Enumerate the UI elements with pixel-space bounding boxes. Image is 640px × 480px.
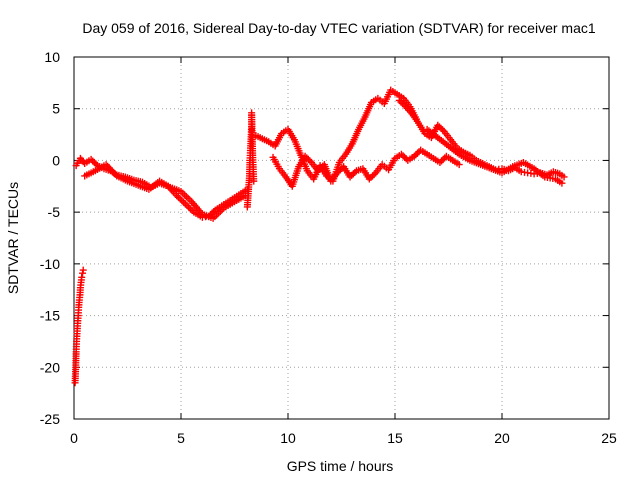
data-point <box>110 169 118 177</box>
data-point <box>434 121 442 129</box>
y-tick-label: -5 <box>48 204 61 220</box>
data-points <box>71 86 568 387</box>
data-point <box>104 162 112 170</box>
data-point <box>558 179 566 187</box>
grid-lines <box>74 57 609 419</box>
data-point <box>437 124 445 132</box>
data-point <box>370 170 378 178</box>
chart-title: Day 059 of 2016, Sidereal Day-to-day VTE… <box>82 20 595 36</box>
y-axis-ticks: 10 5 0 -5 -10 -15 -20 -25 <box>40 49 609 427</box>
data-point <box>335 167 343 175</box>
data-point <box>78 273 86 281</box>
y-tick-label: -10 <box>40 256 60 272</box>
data-point <box>314 167 322 175</box>
data-point <box>79 266 87 274</box>
x-tick-label: 0 <box>70 430 78 446</box>
data-point <box>435 123 443 131</box>
data-point <box>397 98 405 106</box>
data-point <box>348 171 356 179</box>
y-tick-label: -15 <box>40 308 60 324</box>
x-tick-label: 25 <box>601 430 617 446</box>
data-point <box>369 172 377 180</box>
data-point <box>439 126 447 134</box>
series-track-b <box>81 161 249 222</box>
data-point <box>349 170 357 178</box>
data-point <box>102 161 110 169</box>
x-tick-label: 15 <box>387 430 403 446</box>
data-point <box>401 153 409 161</box>
data-point <box>560 173 568 181</box>
y-axis-label: SDTVAR / TECUs <box>5 182 21 294</box>
data-point <box>398 100 406 108</box>
x-axis-ticks: 0 5 10 15 20 25 <box>70 57 617 446</box>
data-point <box>316 165 324 173</box>
data-point <box>367 173 375 181</box>
data-point <box>412 151 420 159</box>
data-point <box>108 167 116 175</box>
data-point <box>399 152 407 160</box>
y-tick-label: 10 <box>44 49 60 65</box>
data-point <box>436 158 444 166</box>
data-point <box>301 152 309 160</box>
data-point <box>410 152 418 160</box>
data-point <box>111 170 119 178</box>
data-point <box>400 101 408 109</box>
data-point <box>455 161 463 169</box>
data-point <box>87 155 95 163</box>
data-point <box>303 154 311 162</box>
data-point <box>89 157 97 165</box>
data-point <box>397 150 405 158</box>
data-point <box>306 157 314 165</box>
data-point <box>438 157 446 165</box>
data-point <box>317 164 325 172</box>
y-tick-label: -20 <box>40 359 60 375</box>
data-point <box>351 168 359 176</box>
data-point <box>336 166 344 174</box>
y-tick-label: 0 <box>52 152 60 168</box>
data-point <box>413 149 421 157</box>
series-track-e <box>395 96 568 181</box>
data-point <box>395 96 403 104</box>
data-point <box>92 160 100 168</box>
data-point <box>346 173 354 181</box>
x-tick-label: 10 <box>280 430 296 446</box>
data-point <box>105 164 113 172</box>
series-early-steep <box>71 266 87 387</box>
data-point <box>439 155 447 163</box>
y-tick-label: -25 <box>40 411 60 427</box>
data-point <box>365 175 373 183</box>
y-tick-label: 5 <box>52 101 60 117</box>
series-spike-8 <box>243 109 258 211</box>
x-tick-label: 5 <box>177 430 185 446</box>
x-axis-label: GPS time / hours <box>287 458 394 474</box>
data-point <box>333 169 341 177</box>
x-tick-label: 20 <box>494 430 510 446</box>
series-track-d <box>269 146 463 190</box>
data-point <box>107 165 115 173</box>
plot-frame <box>73 56 610 420</box>
series-track-f <box>423 125 566 187</box>
data-point <box>250 177 258 185</box>
data-point <box>304 155 312 163</box>
data-point <box>90 158 98 166</box>
